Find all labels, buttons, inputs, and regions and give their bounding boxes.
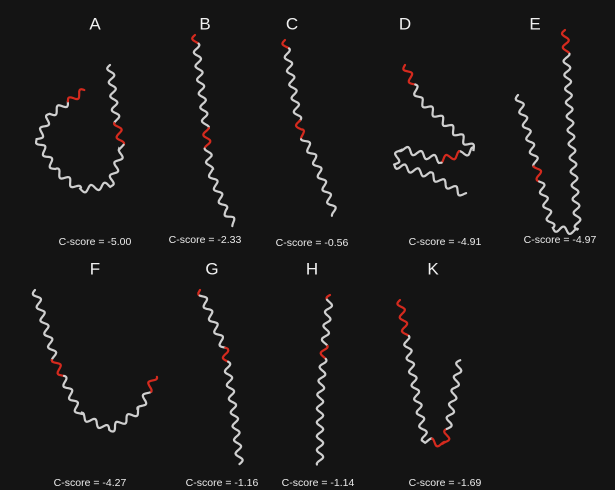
- panel-label: F: [90, 259, 100, 278]
- panel-label: H: [306, 259, 318, 278]
- figure: A C-score = -5.00 B C-score = -2.33 C C-score…: [0, 0, 615, 490]
- c-score: C-score = -4.97: [524, 234, 597, 246]
- panel-label: K: [427, 259, 439, 278]
- c-score: C-score = -4.27: [54, 477, 127, 489]
- c-score: C-score = -1.14: [282, 477, 355, 489]
- c-score: C-score = -4.91: [409, 236, 482, 248]
- panel-label: B: [199, 14, 210, 33]
- c-score: C-score = -1.16: [186, 477, 259, 489]
- panel-label: A: [89, 14, 101, 33]
- panel-label: D: [399, 14, 411, 33]
- c-score: C-score = -5.00: [59, 236, 132, 248]
- c-score: C-score = -0.56: [276, 237, 349, 249]
- panel-label: G: [205, 259, 218, 278]
- panel-label: E: [529, 14, 540, 33]
- c-score: C-score = -1.69: [409, 477, 482, 489]
- c-score: C-score = -2.33: [169, 234, 242, 246]
- panel-label: C: [286, 14, 298, 33]
